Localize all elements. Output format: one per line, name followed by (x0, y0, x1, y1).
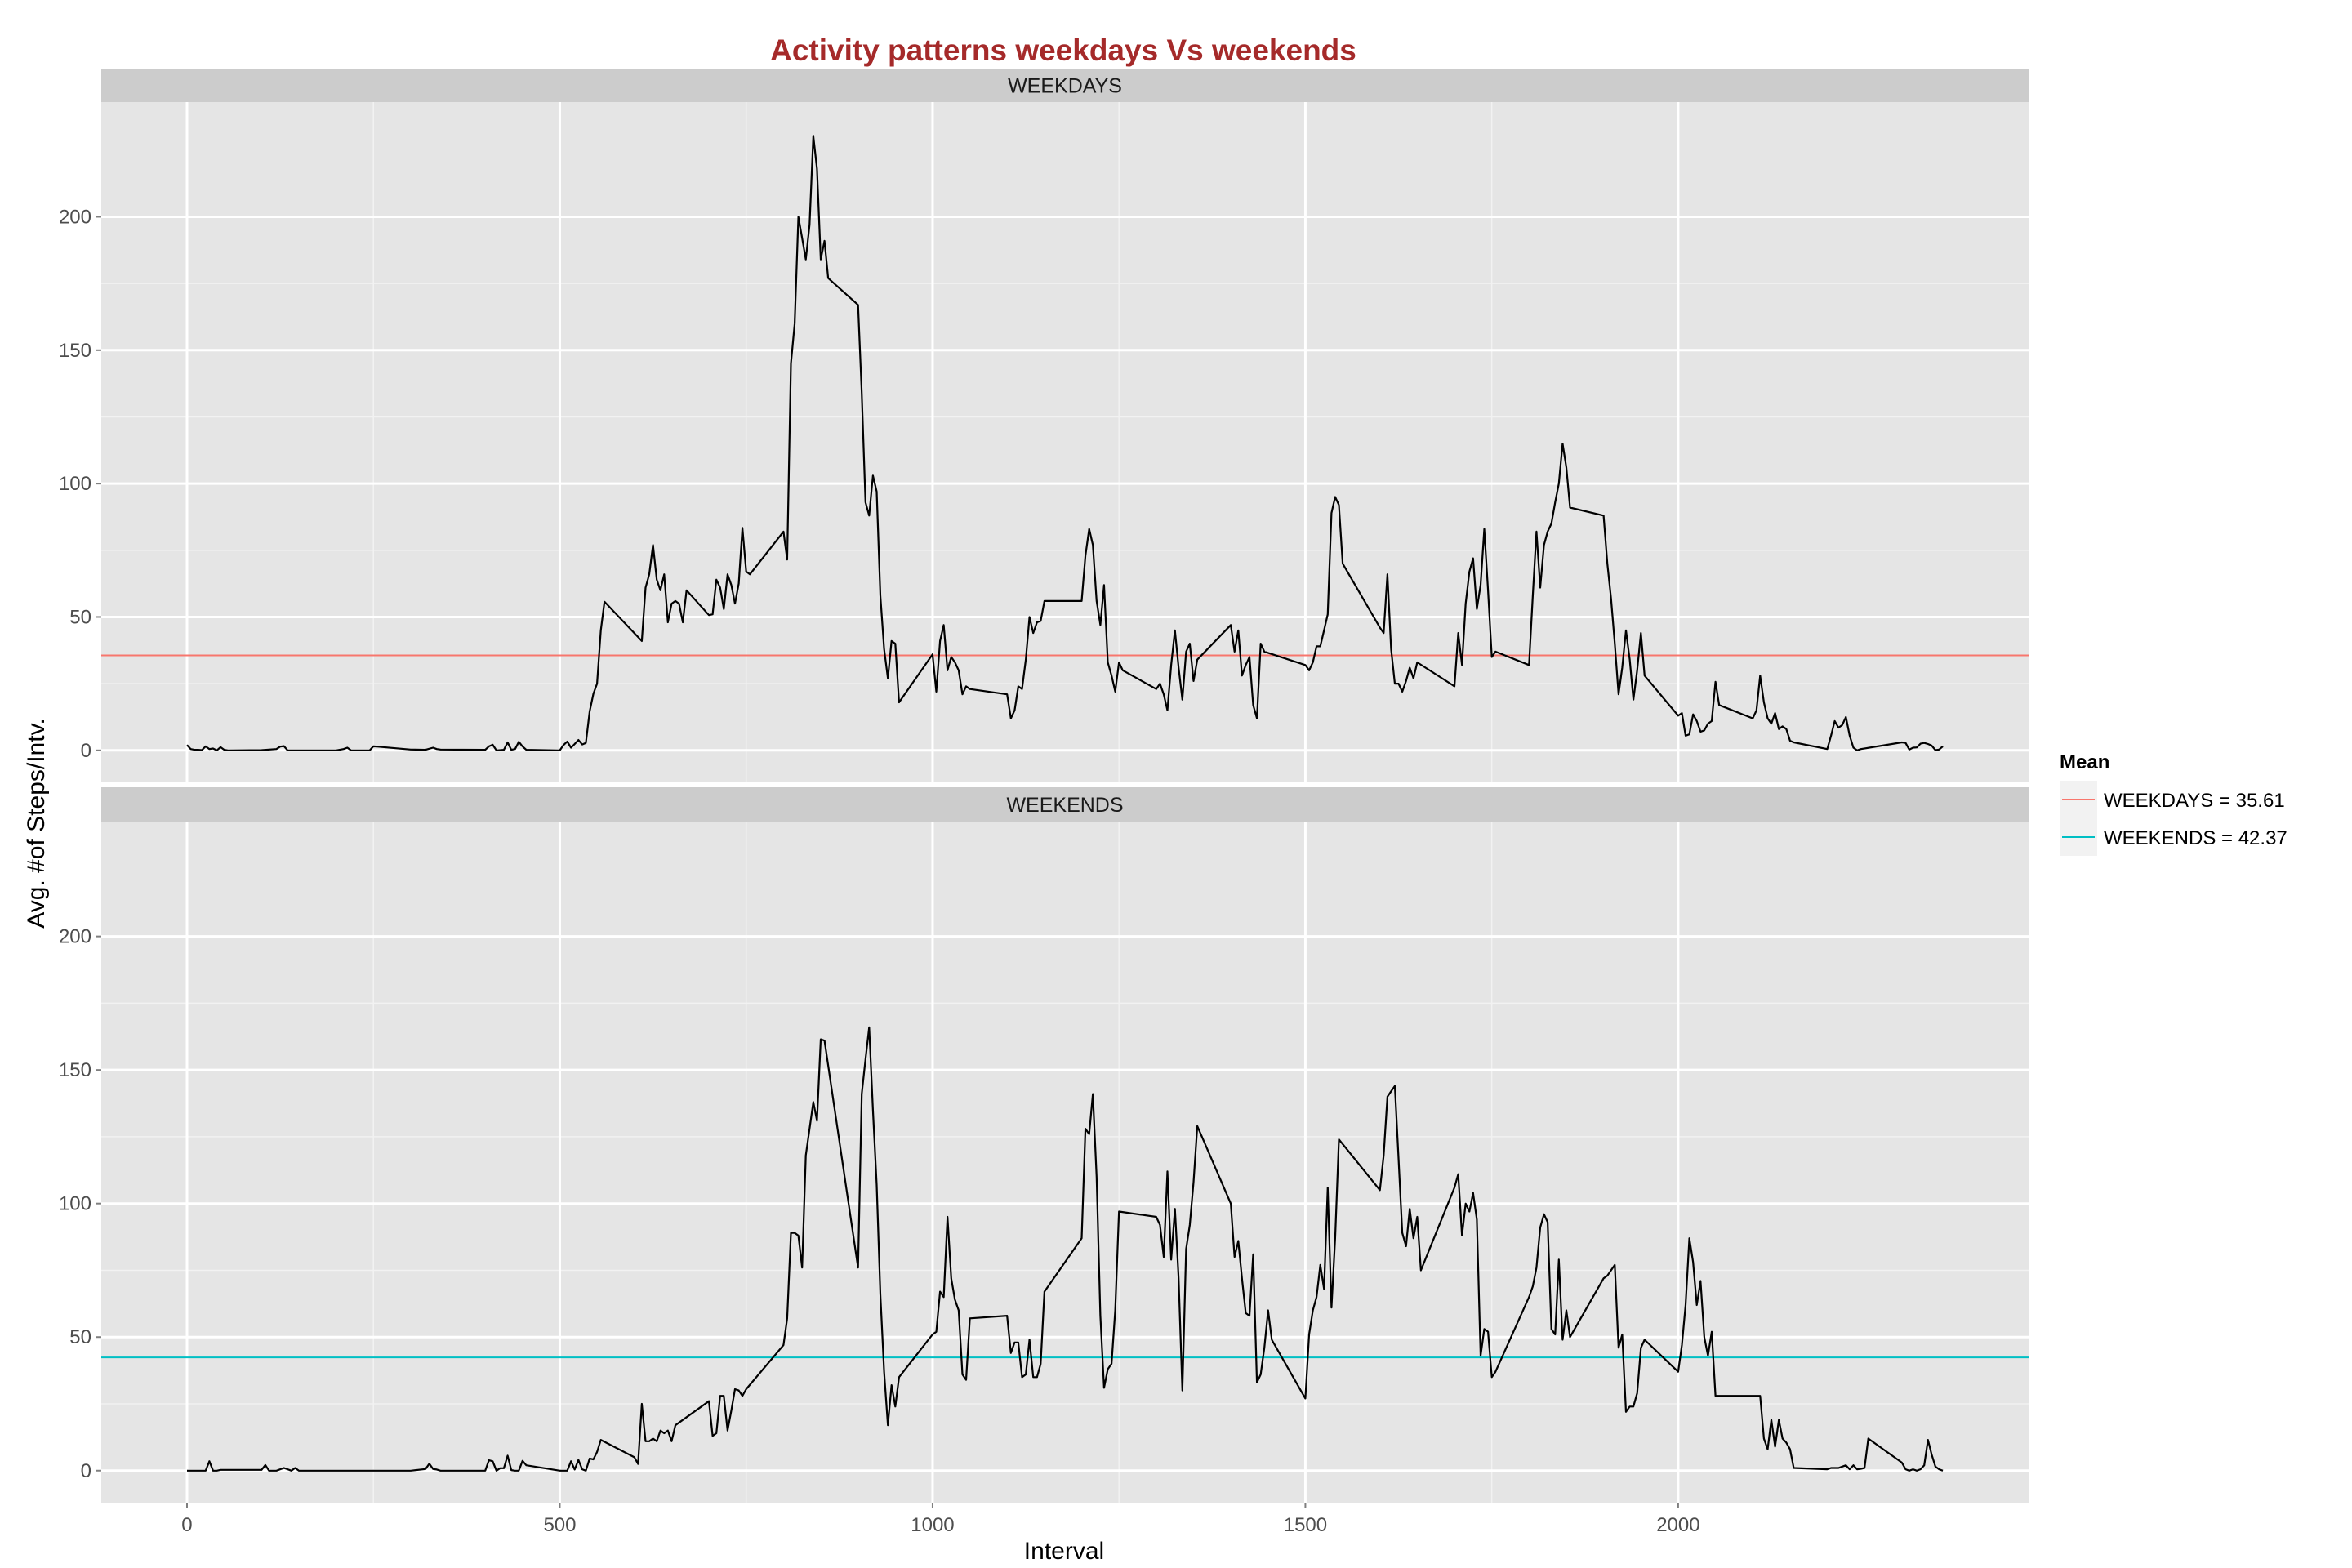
legend-title: Mean (2060, 751, 2109, 773)
strip-label: WEEKDAYS (1008, 75, 1122, 98)
legend-label: WEEKENDS = 42.37 (2104, 827, 2287, 849)
y-tick-label: 150 (59, 340, 91, 362)
strip-background (101, 69, 2029, 102)
legend: Mean WEEKDAYS = 35.61 WEEKENDS = 42.37 (2060, 751, 2287, 856)
y-tick-label: 0 (81, 740, 91, 762)
panel-weekdays: WEEKDAYS 0 50 100 150 200 (59, 69, 2029, 782)
y-tick-label: 50 (69, 1326, 91, 1348)
x-tick-label: 1500 (1284, 1514, 1327, 1536)
panels: WEEKDAYS 0 50 100 150 200 WEEKENDS 0 50 100 150 200… (59, 69, 2029, 1536)
y-tick-label: 50 (69, 606, 91, 628)
y-tick-label: 100 (59, 1193, 91, 1215)
strip-label: WEEKENDS (1006, 794, 1123, 817)
legend-label: WEEKDAYS = 35.61 (2104, 790, 2285, 812)
y-tick-label: 100 (59, 473, 91, 495)
x-tick-label: 0 (181, 1514, 192, 1536)
y-tick-label: 150 (59, 1059, 91, 1081)
plot-background (101, 102, 2029, 782)
x-tick-label: 500 (543, 1514, 576, 1536)
y-tick-label: 200 (59, 926, 91, 948)
x-axis-title: Interval (1024, 1538, 1104, 1565)
series-line-weekends (187, 1026, 1944, 1472)
y-tick-label: 0 (81, 1460, 91, 1482)
plot-background (101, 822, 2029, 1503)
x-tick-label: 1000 (911, 1514, 954, 1536)
strip-background (101, 787, 2029, 822)
x-tick-label: 2000 (1656, 1514, 1699, 1536)
chart-title: Activity patterns weekdays Vs weekends (770, 33, 1356, 67)
y-axis-title: Avg. #of Steps/Intv. (23, 718, 50, 928)
series-line-weekdays (186, 135, 1944, 751)
y-tick-label: 200 (59, 206, 91, 228)
